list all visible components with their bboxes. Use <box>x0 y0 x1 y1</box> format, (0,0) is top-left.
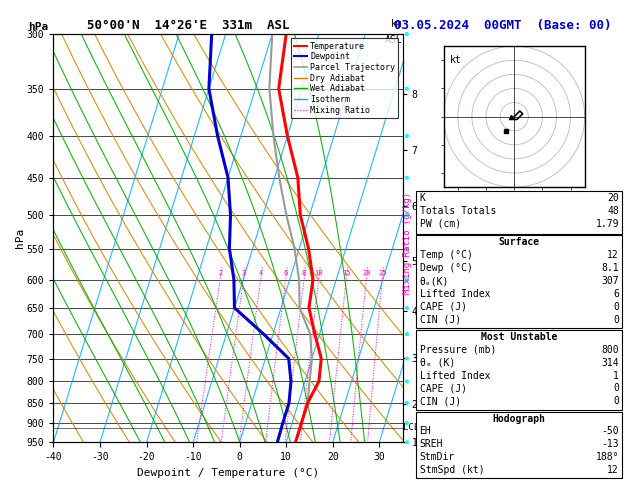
Text: Mixing Ratio (g/kg): Mixing Ratio (g/kg) <box>403 192 412 294</box>
Text: © weatheronline.co.uk: © weatheronline.co.uk <box>463 471 576 480</box>
Text: kt: kt <box>449 54 461 65</box>
Text: K: K <box>420 193 425 203</box>
Text: 0: 0 <box>613 315 619 325</box>
Text: StmDir: StmDir <box>420 452 455 462</box>
Text: 4: 4 <box>259 270 263 276</box>
Text: 6: 6 <box>284 270 288 276</box>
Text: Temp (°C): Temp (°C) <box>420 250 472 260</box>
Text: 03.05.2024  00GMT  (Base: 00): 03.05.2024 00GMT (Base: 00) <box>394 18 612 32</box>
Text: 3: 3 <box>242 270 245 276</box>
Text: ASL: ASL <box>385 35 403 45</box>
Text: SREH: SREH <box>420 439 443 450</box>
Text: -13: -13 <box>601 439 619 450</box>
Text: Dewp (°C): Dewp (°C) <box>420 263 472 273</box>
Text: 8: 8 <box>302 270 306 276</box>
Text: 10: 10 <box>314 270 323 276</box>
Text: EH: EH <box>420 427 431 436</box>
Y-axis label: hPa: hPa <box>16 228 25 248</box>
Text: CAPE (J): CAPE (J) <box>420 383 467 394</box>
Text: 0: 0 <box>613 302 619 312</box>
Text: 2: 2 <box>218 270 222 276</box>
Text: 15: 15 <box>342 270 350 276</box>
Text: Most Unstable: Most Unstable <box>481 332 557 342</box>
Text: 25: 25 <box>378 270 386 276</box>
Text: 0: 0 <box>613 397 619 406</box>
Text: 1: 1 <box>613 371 619 381</box>
Text: 314: 314 <box>601 358 619 368</box>
Text: 188°: 188° <box>596 452 619 462</box>
Text: θₑ(K): θₑ(K) <box>420 276 449 286</box>
Text: Lifted Index: Lifted Index <box>420 289 490 299</box>
Text: CAPE (J): CAPE (J) <box>420 302 467 312</box>
Text: Pressure (mb): Pressure (mb) <box>420 345 496 355</box>
Text: Hodograph: Hodograph <box>493 414 546 424</box>
Text: 20: 20 <box>607 193 619 203</box>
Text: 6: 6 <box>613 289 619 299</box>
Text: PW (cm): PW (cm) <box>420 219 460 229</box>
Text: 12: 12 <box>607 250 619 260</box>
Text: Totals Totals: Totals Totals <box>420 206 496 216</box>
Text: -50: -50 <box>601 427 619 436</box>
Legend: Temperature, Dewpoint, Parcel Trajectory, Dry Adiabat, Wet Adiabat, Isotherm, Mi: Temperature, Dewpoint, Parcel Trajectory… <box>291 38 398 118</box>
Text: CIN (J): CIN (J) <box>420 397 460 406</box>
Text: 48: 48 <box>607 206 619 216</box>
Text: 800: 800 <box>601 345 619 355</box>
Text: θₑ (K): θₑ (K) <box>420 358 455 368</box>
Text: Lifted Index: Lifted Index <box>420 371 490 381</box>
Text: 20: 20 <box>362 270 370 276</box>
Text: CIN (J): CIN (J) <box>420 315 460 325</box>
Text: StmSpd (kt): StmSpd (kt) <box>420 465 484 475</box>
Text: hPa: hPa <box>28 21 48 32</box>
Text: Surface: Surface <box>499 238 540 247</box>
Text: 307: 307 <box>601 276 619 286</box>
Text: 12: 12 <box>607 465 619 475</box>
Text: LCL: LCL <box>403 423 420 433</box>
Text: 0: 0 <box>613 383 619 394</box>
Text: 50°00'N  14°26'E  331m  ASL: 50°00'N 14°26'E 331m ASL <box>87 18 290 32</box>
Text: 1.79: 1.79 <box>596 219 619 229</box>
X-axis label: Dewpoint / Temperature (°C): Dewpoint / Temperature (°C) <box>137 468 319 478</box>
Text: km: km <box>391 19 403 29</box>
Text: 8.1: 8.1 <box>601 263 619 273</box>
